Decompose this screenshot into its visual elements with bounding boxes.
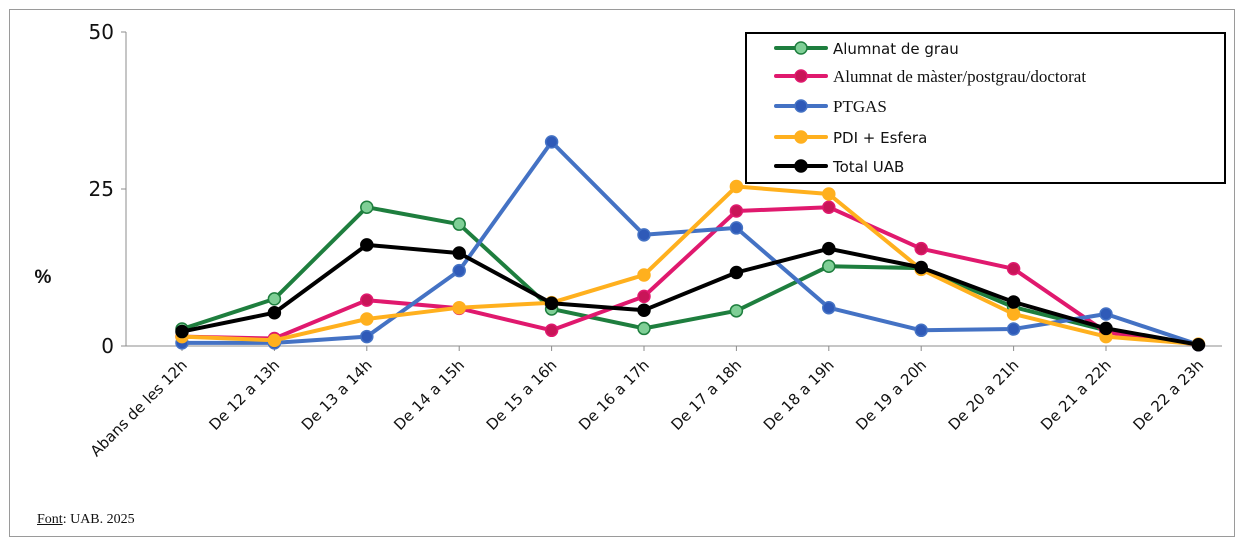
- series-point: [729, 204, 744, 218]
- series-line: [180, 242, 1201, 347]
- series-point: [452, 300, 466, 315]
- legend-swatch-marker: [794, 69, 808, 83]
- series-point: [544, 323, 559, 338]
- series-point: [1191, 337, 1206, 352]
- legend: Alumnat de grau Alumnat de màster/postgra…: [745, 32, 1226, 184]
- series-point: [822, 241, 836, 256]
- series-point: [175, 324, 189, 339]
- x-tick-label: Abans de les 12h: [87, 356, 191, 460]
- series-3: [175, 179, 1206, 351]
- legend-swatch-marker: [794, 159, 808, 173]
- legend-label: Alumnat de màster/postgrau/doctorat: [833, 67, 1086, 86]
- series-point: [637, 289, 651, 304]
- series-point: [729, 265, 744, 280]
- series-point: [1099, 307, 1113, 321]
- series-point: [544, 296, 559, 311]
- y-tick-label: 0: [101, 334, 114, 358]
- series-point: [267, 333, 282, 348]
- x-tick-label: De 20 a 21h: [945, 356, 1023, 434]
- series-point: [914, 260, 928, 275]
- x-tick-label: De 12 a 13h: [205, 356, 283, 434]
- legend-swatch-marker: [794, 41, 808, 55]
- y-axis-title: %: [35, 267, 52, 288]
- series-point: [914, 323, 928, 338]
- series-point: [360, 200, 374, 214]
- series-point: [729, 179, 744, 194]
- x-tick-label: De 18 a 19h: [760, 356, 838, 434]
- series-point: [360, 312, 374, 326]
- x-tick-label: De 22 a 23h: [1129, 356, 1207, 434]
- series-point: [1099, 321, 1113, 336]
- series-point: [267, 305, 282, 320]
- source-note: Font: UAB. 2025: [37, 512, 135, 528]
- series-point: [822, 300, 836, 315]
- source-label: Font: [37, 512, 63, 527]
- series-point: [452, 246, 466, 260]
- series-line: [180, 184, 1201, 347]
- series-point: [452, 263, 466, 278]
- series-point: [637, 321, 651, 336]
- series-lines: [175, 135, 1206, 352]
- series-point: [822, 200, 836, 214]
- x-tick-label: De 16 a 17h: [575, 356, 653, 434]
- x-tick-label: De 17 a 18h: [667, 356, 745, 434]
- series-point: [637, 303, 651, 317]
- chart-frame: [9, 9, 1235, 537]
- series-point: [1006, 295, 1021, 309]
- series-point: [914, 241, 928, 256]
- x-tick-label: De 19 a 20h: [852, 356, 930, 434]
- series-point: [1006, 322, 1021, 336]
- y-tick-label: 50: [89, 20, 114, 44]
- x-tick-label: De 15 a 16h: [483, 356, 561, 434]
- series-line: [180, 205, 1201, 347]
- legend-label: PDI + Esfera: [833, 129, 927, 147]
- series-point: [1006, 307, 1021, 321]
- source-text: : UAB. 2025: [62, 512, 135, 527]
- y-tick-label: 25: [89, 177, 114, 201]
- series-point: [452, 217, 466, 231]
- legend-swatch-marker: [794, 99, 808, 113]
- series-point: [360, 238, 374, 252]
- series-line: [180, 205, 1201, 347]
- series-point: [1006, 262, 1021, 276]
- series-point: [729, 304, 744, 318]
- series-point: [360, 329, 374, 344]
- series-4: [175, 238, 1206, 352]
- series-point: [360, 293, 374, 307]
- legend-label: PTGAS: [833, 97, 887, 116]
- series-point: [822, 187, 836, 201]
- x-tick-label: De 14 a 15h: [390, 356, 468, 434]
- series-point: [637, 228, 651, 242]
- legend-label: Alumnat de grau: [833, 40, 959, 58]
- series-point: [267, 292, 282, 306]
- series-point: [822, 259, 836, 273]
- series-point: [637, 268, 651, 282]
- legend-swatch-marker: [794, 130, 808, 144]
- series-point: [729, 221, 744, 235]
- x-tick-label: De 21 a 22h: [1037, 356, 1115, 434]
- series-point: [544, 135, 559, 149]
- legend-label: Total UAB: [832, 158, 904, 176]
- x-tick-label: De 13 a 14h: [298, 356, 376, 434]
